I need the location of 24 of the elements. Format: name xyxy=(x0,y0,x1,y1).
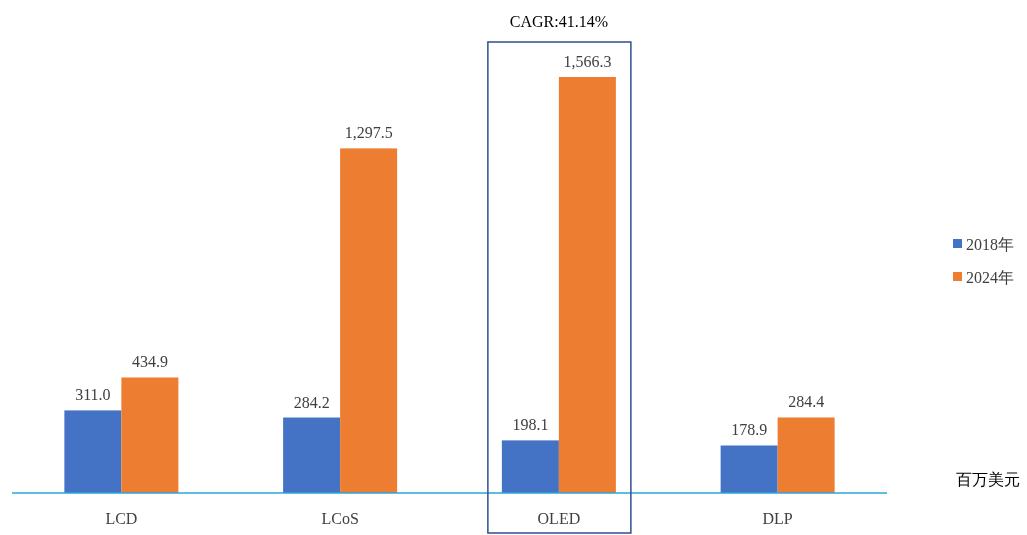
bar xyxy=(558,77,616,493)
bar xyxy=(283,417,341,493)
text: 百万美元 xyxy=(956,471,1020,488)
data-label: 1,566.3 xyxy=(563,53,612,70)
bar xyxy=(340,148,398,493)
bar xyxy=(720,445,778,493)
bar xyxy=(777,417,835,493)
bar xyxy=(64,410,122,493)
x-tick-label: LCD xyxy=(105,510,138,527)
data-label: 434.9 xyxy=(131,353,168,371)
data-label: 284.2 xyxy=(293,393,330,411)
text: CAGR:41.14% xyxy=(509,13,608,30)
data-label: 178.9 xyxy=(731,421,768,439)
x-tick-label: OLED xyxy=(537,510,581,527)
legend-label: 2018年 xyxy=(966,236,1014,253)
bar xyxy=(121,377,179,493)
legend-label: 2024年 xyxy=(966,269,1014,286)
x-tick-label: LCoS xyxy=(321,510,359,527)
x-tick-label: DLP xyxy=(762,510,793,527)
data-label: 311.0 xyxy=(75,386,111,404)
data-label: 1,297.5 xyxy=(344,124,393,142)
bar xyxy=(501,440,559,493)
data-label: 284.4 xyxy=(788,393,825,411)
data-label: 198.1 xyxy=(512,416,549,434)
